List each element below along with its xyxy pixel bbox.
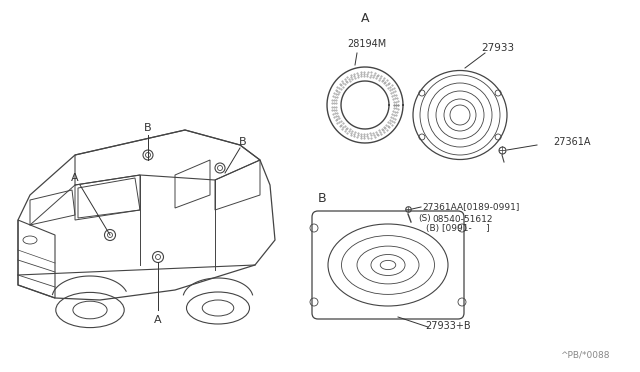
Text: B: B [317, 192, 326, 205]
Text: A: A [71, 173, 79, 183]
Text: 27933+B: 27933+B [425, 321, 471, 331]
Text: 27933: 27933 [481, 43, 515, 53]
Text: 27361AA[0189-0991]: 27361AA[0189-0991] [422, 202, 520, 212]
Text: 27361A: 27361A [553, 137, 591, 147]
Text: (S): (S) [418, 215, 431, 224]
Text: A: A [361, 12, 369, 25]
Text: 08540-51612: 08540-51612 [432, 215, 493, 224]
Text: (B) [0991-     ]: (B) [0991- ] [426, 224, 490, 234]
Text: B: B [144, 123, 152, 133]
Text: ^PB/*0088: ^PB/*0088 [561, 351, 610, 360]
Text: A: A [154, 315, 162, 325]
Text: B: B [239, 137, 247, 147]
Text: 28194M: 28194M [348, 39, 387, 49]
